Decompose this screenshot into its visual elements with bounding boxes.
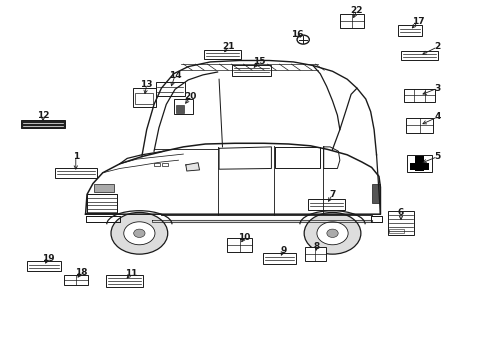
Bar (21, 120, 65, 128)
Text: 5: 5 (434, 152, 440, 161)
Bar (63, 275, 88, 285)
Circle shape (326, 229, 338, 238)
Text: 10: 10 (238, 233, 250, 242)
Bar (55, 168, 96, 178)
Bar (305, 247, 325, 261)
Text: 7: 7 (328, 190, 335, 199)
Bar (409, 163, 428, 170)
Text: 18: 18 (75, 269, 87, 277)
Text: 1: 1 (73, 152, 79, 161)
Text: 14: 14 (168, 71, 181, 80)
Text: 22: 22 (350, 5, 363, 14)
Circle shape (304, 212, 360, 254)
Text: 11: 11 (124, 269, 137, 278)
Bar (232, 65, 271, 76)
Text: 12: 12 (37, 111, 49, 120)
Text: 19: 19 (41, 254, 54, 263)
Bar (405, 118, 432, 133)
Text: 3: 3 (434, 84, 440, 93)
Circle shape (111, 212, 167, 254)
Bar (132, 88, 156, 107)
Circle shape (133, 229, 145, 238)
Bar (155, 82, 184, 96)
Text: 15: 15 (252, 57, 265, 66)
Text: 9: 9 (280, 246, 286, 255)
Circle shape (123, 222, 155, 245)
Bar (397, 25, 421, 36)
Bar (175, 105, 183, 113)
Text: 17: 17 (411, 17, 424, 26)
Bar (400, 51, 437, 60)
Text: 13: 13 (140, 80, 153, 89)
Bar (414, 156, 424, 171)
Bar (174, 99, 192, 114)
Bar (371, 184, 380, 203)
Bar (403, 89, 435, 102)
Bar (407, 155, 431, 172)
Text: 8: 8 (313, 242, 319, 251)
Bar (339, 14, 364, 28)
Bar (162, 163, 168, 166)
Text: 2: 2 (434, 42, 440, 51)
Polygon shape (185, 163, 199, 171)
Bar (204, 50, 241, 59)
Bar (94, 184, 114, 192)
Circle shape (316, 222, 347, 245)
Text: 16: 16 (290, 30, 303, 39)
Bar (227, 238, 251, 252)
Bar (106, 274, 142, 287)
Text: 21: 21 (222, 41, 235, 50)
Polygon shape (151, 220, 371, 222)
Text: 4: 4 (433, 112, 440, 121)
Text: 20: 20 (184, 92, 197, 101)
Bar (263, 253, 296, 264)
Bar (27, 261, 61, 271)
Bar (308, 199, 345, 210)
Bar (154, 163, 160, 166)
Bar (388, 229, 404, 233)
Bar (386, 211, 414, 235)
Text: 6: 6 (397, 208, 403, 217)
Bar (135, 93, 153, 104)
